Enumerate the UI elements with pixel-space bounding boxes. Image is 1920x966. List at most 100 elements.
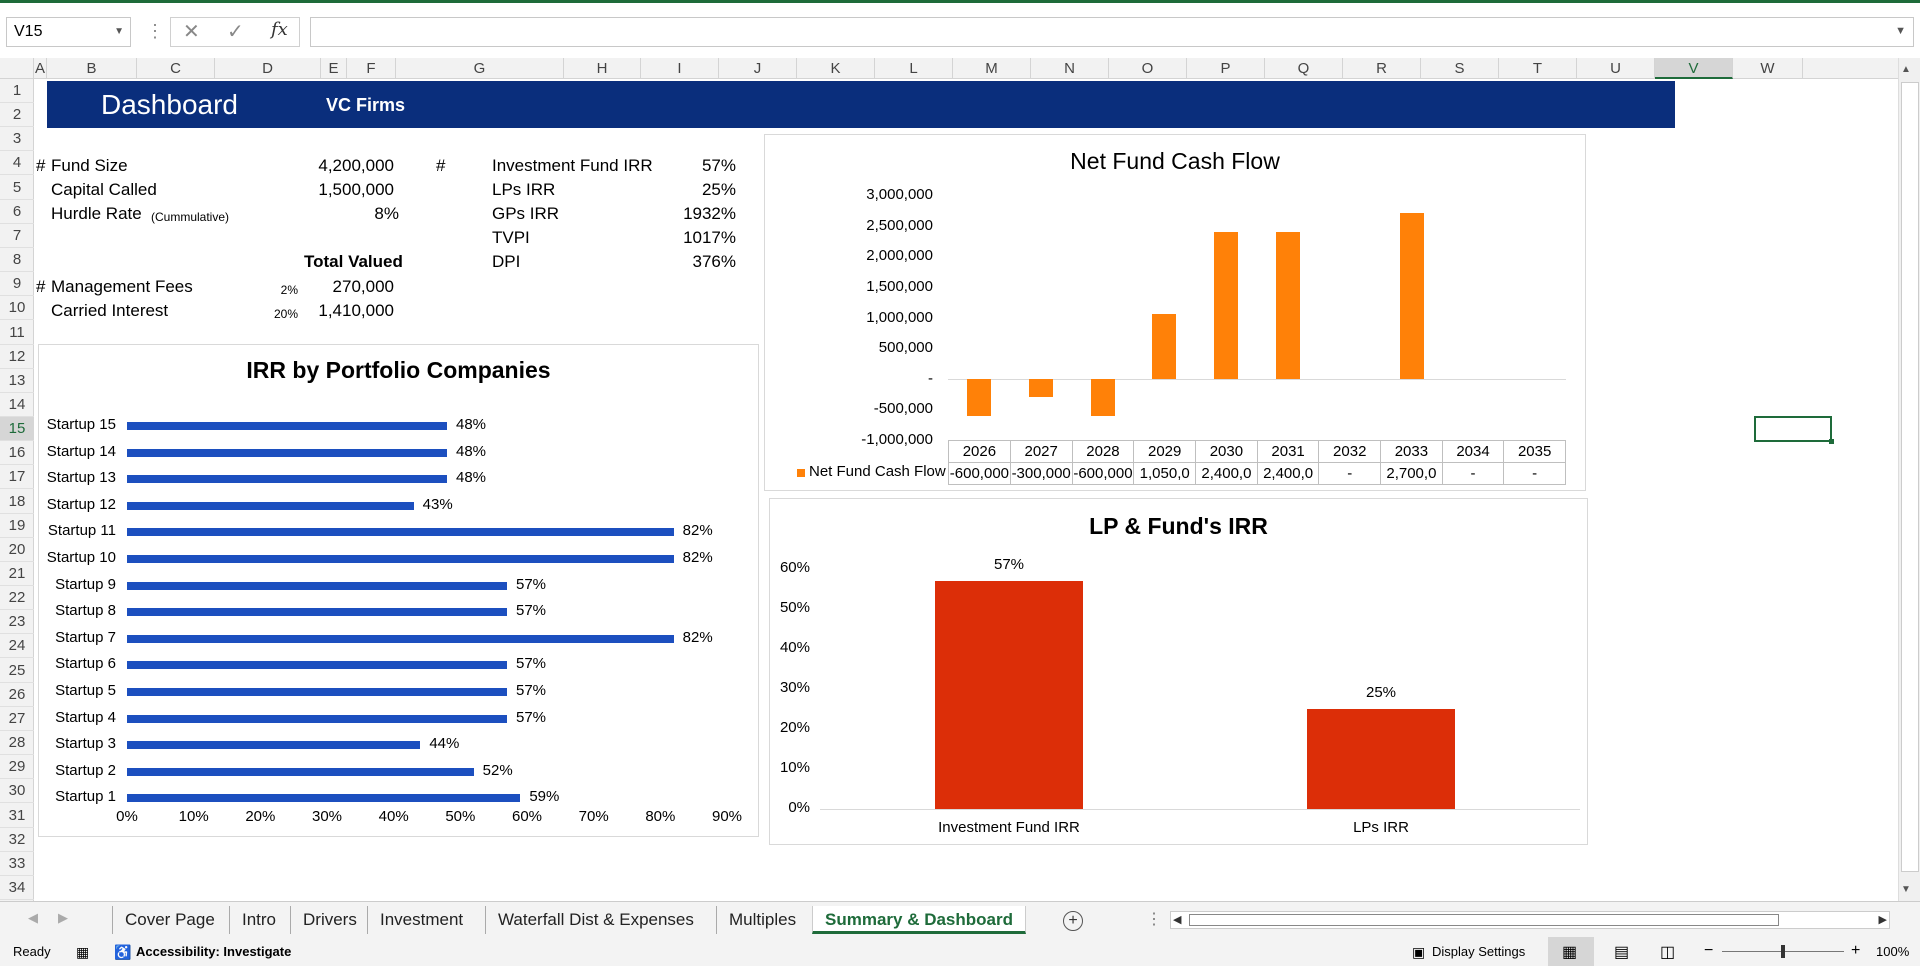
column-header-g[interactable]: G: [396, 58, 564, 79]
page-break-icon[interactable]: ◫: [1660, 944, 1676, 961]
irr-bar[interactable]: [127, 448, 447, 457]
sheet-tab[interactable]: Intro: [229, 906, 288, 934]
row-header-23[interactable]: 23: [0, 610, 34, 635]
row-header-13[interactable]: 13: [0, 369, 34, 393]
row-header-5[interactable]: 5: [0, 176, 34, 200]
normal-view-button[interactable]: [1548, 937, 1594, 966]
horizontal-scroll-thumb[interactable]: [1189, 914, 1779, 926]
row-header-31[interactable]: 31: [0, 804, 34, 828]
enter-icon[interactable]: ✓: [227, 21, 244, 43]
row-header-32[interactable]: 32: [0, 828, 34, 852]
row-header-22[interactable]: 22: [0, 586, 34, 611]
row-header-34[interactable]: 34: [0, 876, 34, 900]
sheet-tab[interactable]: Waterfall Dist & Expenses: [485, 906, 706, 934]
column-header-f[interactable]: F: [347, 58, 396, 79]
zoom-slider-thumb[interactable]: [1781, 945, 1785, 958]
sheet-tab[interactable]: Investment: [367, 906, 475, 934]
column-header-v[interactable]: V: [1655, 58, 1733, 79]
cash-flow-bar[interactable]: [1028, 378, 1053, 398]
column-header-q[interactable]: Q: [1265, 58, 1343, 79]
column-header-h[interactable]: H: [564, 58, 641, 79]
vertical-scrollbar[interactable]: ▲ ▼: [1898, 58, 1920, 901]
column-header-r[interactable]: R: [1343, 58, 1421, 79]
row-header-28[interactable]: 28: [0, 731, 34, 756]
page-layout-icon[interactable]: ▤: [1614, 944, 1630, 961]
column-header-m[interactable]: M: [953, 58, 1031, 79]
row-header-16[interactable]: 16: [0, 441, 34, 466]
irr-bar[interactable]: [127, 714, 507, 723]
column-header-a[interactable]: A: [34, 58, 47, 79]
row-header-19[interactable]: 19: [0, 514, 34, 538]
scroll-up-icon[interactable]: ▲: [1901, 64, 1911, 75]
row-header-8[interactable]: 8: [0, 248, 34, 273]
zoom-out-button[interactable]: −: [1704, 942, 1714, 959]
cash-flow-bar[interactable]: [1214, 231, 1239, 379]
row-header-25[interactable]: 25: [0, 659, 34, 683]
row-header-2[interactable]: 2: [0, 103, 34, 128]
row-header-24[interactable]: 24: [0, 634, 34, 659]
column-header-i[interactable]: I: [641, 58, 719, 79]
sheet-tab[interactable]: Multiples: [716, 906, 808, 934]
irr-bar[interactable]: [127, 741, 421, 750]
cash-flow-bar[interactable]: [1152, 314, 1177, 379]
zoom-in-button[interactable]: +: [1851, 942, 1861, 959]
row-header-6[interactable]: 6: [0, 200, 34, 224]
column-header-p[interactable]: P: [1187, 58, 1265, 79]
tab-next-icon[interactable]: ▶: [58, 910, 68, 925]
lp-irr-bar[interactable]: [935, 581, 1083, 809]
row-header-26[interactable]: 26: [0, 683, 34, 707]
more-options-icon[interactable]: ⋮: [1146, 911, 1162, 928]
insert-function-icon[interactable]: fx: [271, 19, 288, 40]
column-header-n[interactable]: N: [1031, 58, 1109, 79]
vertical-scroll-thumb[interactable]: [1901, 82, 1919, 872]
lp-fund-irr-chart[interactable]: LP & Fund's IRR 60% 50% 40% 30% 20% 10% 0% 57% I…: [769, 498, 1588, 845]
macro-record-icon[interactable]: ▦: [76, 944, 90, 960]
lp-irr-bar[interactable]: [1307, 709, 1455, 809]
row-header-33[interactable]: 33: [0, 852, 34, 876]
irr-bar[interactable]: [127, 528, 674, 537]
irr-bar[interactable]: [127, 422, 447, 430]
scroll-right-icon[interactable]: ▶: [1878, 914, 1887, 926]
column-header-w[interactable]: W: [1733, 58, 1803, 79]
display-settings-label[interactable]: Display Settings: [1432, 944, 1526, 959]
row-header-11[interactable]: 11: [0, 321, 34, 345]
row-header-12[interactable]: 12: [0, 345, 34, 369]
irr-bar[interactable]: [127, 767, 474, 776]
cash-flow-bar[interactable]: [1399, 213, 1424, 379]
cash-flow-bar[interactable]: [966, 378, 991, 416]
column-header-l[interactable]: L: [875, 58, 953, 79]
column-header-o[interactable]: O: [1109, 58, 1187, 79]
zoom-level[interactable]: 100%: [1876, 944, 1910, 959]
irr-bar[interactable]: [127, 794, 521, 803]
row-header-9[interactable]: 9: [0, 272, 34, 297]
column-header-e[interactable]: E: [321, 58, 347, 79]
cancel-icon[interactable]: ✕: [183, 21, 200, 43]
row-header-20[interactable]: 20: [0, 538, 34, 562]
add-sheet-button[interactable]: +: [1063, 911, 1083, 931]
irr-bar[interactable]: [127, 661, 507, 670]
row-header-21[interactable]: 21: [0, 562, 34, 586]
irr-bar[interactable]: [127, 501, 414, 510]
column-header-s[interactable]: S: [1421, 58, 1499, 79]
row-header-27[interactable]: 27: [0, 707, 34, 731]
row-header-30[interactable]: 30: [0, 779, 34, 804]
sheet-tab[interactable]: Cover Page: [112, 906, 227, 934]
display-settings-icon[interactable]: ▣: [1412, 944, 1426, 960]
tab-prev-icon[interactable]: ◀: [28, 910, 38, 925]
sheet-tab[interactable]: Summary & Dashboard: [812, 906, 1026, 934]
more-options-icon[interactable]: ⋮: [146, 21, 164, 41]
row-header-3[interactable]: 3: [0, 127, 34, 152]
row-header-18[interactable]: 18: [0, 490, 34, 514]
scroll-down-icon[interactable]: ▼: [1901, 884, 1911, 895]
formula-input[interactable]: ▼: [310, 17, 1914, 47]
row-header-17[interactable]: 17: [0, 465, 34, 490]
column-header-u[interactable]: U: [1577, 58, 1655, 79]
irr-bar[interactable]: [127, 608, 507, 617]
column-header-b[interactable]: B: [47, 58, 137, 79]
selected-cell-v15[interactable]: [1754, 416, 1834, 444]
accessibility-status[interactable]: Accessibility: Investigate: [136, 944, 292, 959]
select-all-corner[interactable]: [0, 58, 34, 79]
row-header-10[interactable]: 10: [0, 296, 34, 321]
irr-bar[interactable]: [127, 555, 674, 563]
accessibility-icon[interactable]: ♿: [114, 944, 132, 960]
